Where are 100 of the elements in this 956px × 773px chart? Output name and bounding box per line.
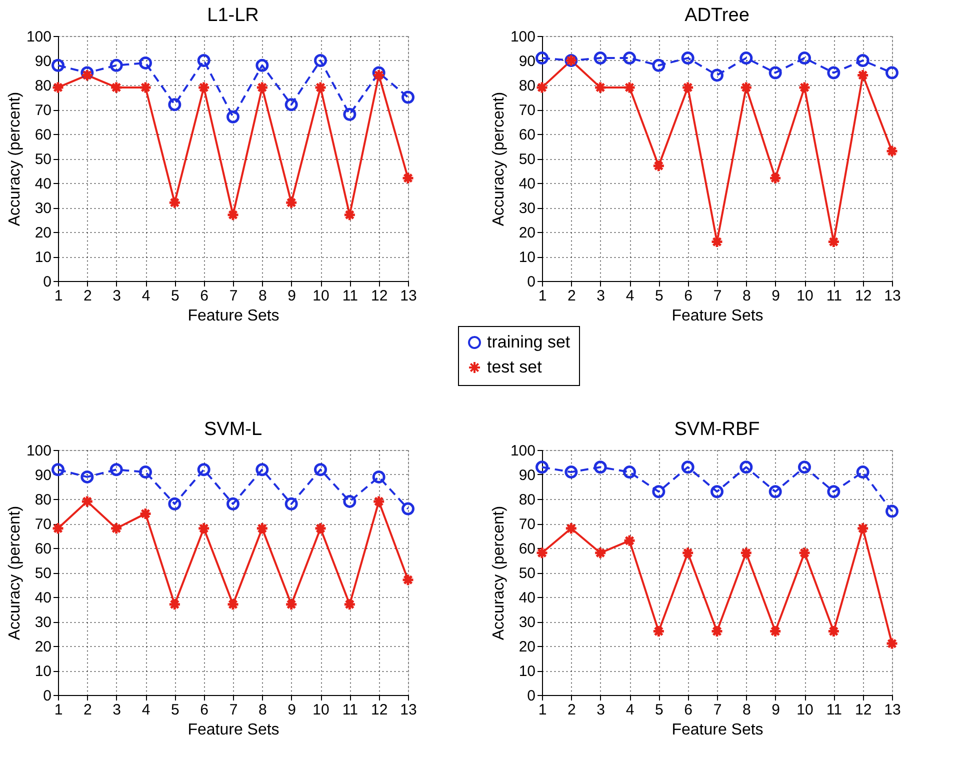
x-tick-label: 10 bbox=[312, 288, 330, 304]
x-axis-title: Feature Sets bbox=[672, 308, 764, 324]
point bbox=[226, 598, 240, 611]
x-axis-title: Feature Sets bbox=[188, 722, 280, 738]
x-tick-label: 9 bbox=[772, 288, 780, 304]
y-tick-label: 80 bbox=[518, 492, 536, 508]
x-tick-label: 13 bbox=[400, 702, 417, 718]
point bbox=[740, 460, 753, 474]
point bbox=[536, 80, 548, 94]
point bbox=[594, 52, 607, 65]
point bbox=[536, 52, 548, 65]
point bbox=[798, 460, 811, 474]
y-tick-label: 60 bbox=[34, 540, 52, 558]
y-tick-label: 80 bbox=[518, 78, 536, 94]
point bbox=[284, 598, 298, 611]
x-tick-label: 13 bbox=[884, 702, 901, 718]
x-tick-label: 3 bbox=[112, 288, 122, 304]
x-tick-label: 11 bbox=[826, 702, 842, 718]
x-tick-label: 6 bbox=[684, 288, 693, 304]
point bbox=[372, 68, 386, 82]
point bbox=[168, 497, 182, 510]
point bbox=[343, 494, 356, 508]
point bbox=[343, 208, 356, 222]
x-tick-label: 7 bbox=[713, 288, 722, 304]
point bbox=[536, 460, 548, 474]
point bbox=[197, 522, 210, 535]
point bbox=[856, 522, 870, 535]
point bbox=[226, 110, 240, 124]
x-tick-label: 8 bbox=[742, 702, 751, 718]
x-tick-label: 6 bbox=[200, 288, 209, 304]
x-tick-label: 9 bbox=[772, 702, 780, 718]
point bbox=[197, 463, 210, 476]
point bbox=[594, 460, 607, 474]
point bbox=[768, 172, 782, 185]
y-tick-label: 20 bbox=[518, 638, 536, 656]
point bbox=[402, 172, 414, 185]
point bbox=[798, 80, 811, 94]
point bbox=[226, 497, 240, 510]
x-tick-label: 12 bbox=[370, 702, 388, 718]
point bbox=[110, 58, 123, 72]
y-tick-label: 40 bbox=[34, 176, 52, 192]
x-tick-label: 4 bbox=[626, 288, 634, 304]
x-axis-title: Feature Sets bbox=[188, 308, 280, 324]
x-tick-label: 13 bbox=[884, 288, 901, 304]
point bbox=[564, 522, 578, 535]
y-tick-label: 90 bbox=[34, 467, 52, 484]
y-tick-label: 10 bbox=[518, 249, 536, 266]
y-tick-label: 100 bbox=[510, 442, 536, 460]
point bbox=[80, 470, 94, 484]
point bbox=[623, 466, 636, 479]
x-tick-label: 5 bbox=[654, 702, 664, 718]
point bbox=[681, 80, 694, 94]
point bbox=[623, 534, 636, 548]
point bbox=[343, 108, 356, 121]
point bbox=[798, 52, 811, 65]
x-tick-label: 6 bbox=[200, 702, 209, 718]
y-tick-label: 10 bbox=[34, 249, 52, 266]
x-tick-label: 9 bbox=[288, 702, 296, 718]
y-tick-label: 100 bbox=[26, 442, 52, 460]
point bbox=[652, 485, 666, 498]
y-tick-label: 20 bbox=[518, 224, 536, 242]
x-tick-label: 2 bbox=[83, 288, 92, 304]
point bbox=[110, 80, 123, 94]
point bbox=[798, 546, 811, 560]
x-tick-label: 4 bbox=[142, 702, 150, 718]
y-tick-label: 0 bbox=[527, 274, 536, 290]
point bbox=[139, 466, 152, 479]
x-tick-label: 12 bbox=[854, 702, 872, 718]
x-tick-label: 1 bbox=[54, 702, 63, 718]
point bbox=[594, 546, 607, 560]
point bbox=[886, 144, 898, 158]
y-tick-label: 60 bbox=[518, 126, 536, 144]
y-axis-title: Accuracy (percent) bbox=[6, 506, 24, 640]
point bbox=[652, 58, 666, 72]
x-tick-label: 1 bbox=[54, 288, 63, 304]
y-tick-label: 90 bbox=[518, 53, 536, 70]
x-tick-label: 5 bbox=[170, 288, 180, 304]
point bbox=[168, 98, 182, 112]
point bbox=[80, 494, 94, 508]
chart-title: ADTree bbox=[684, 5, 750, 26]
point bbox=[886, 66, 898, 80]
y-tick-label: 90 bbox=[518, 467, 536, 484]
y-tick-label: 10 bbox=[34, 663, 52, 680]
point bbox=[284, 196, 298, 210]
point bbox=[856, 54, 870, 67]
point bbox=[139, 56, 152, 70]
point bbox=[256, 80, 269, 94]
point bbox=[402, 502, 414, 516]
y-tick-label: 80 bbox=[34, 78, 52, 94]
x-tick-label: 11 bbox=[342, 288, 358, 304]
point bbox=[52, 80, 64, 94]
point bbox=[372, 470, 386, 484]
point bbox=[856, 68, 870, 82]
x-tick-label: 8 bbox=[258, 288, 267, 304]
y-tick-label: 0 bbox=[43, 688, 52, 704]
point bbox=[226, 208, 240, 222]
x-tick-label: 1 bbox=[538, 702, 547, 718]
y-tick-label: 40 bbox=[518, 590, 536, 606]
x-tick-label: 4 bbox=[142, 288, 150, 304]
y-axis-title: Accuracy (percent) bbox=[490, 92, 508, 226]
